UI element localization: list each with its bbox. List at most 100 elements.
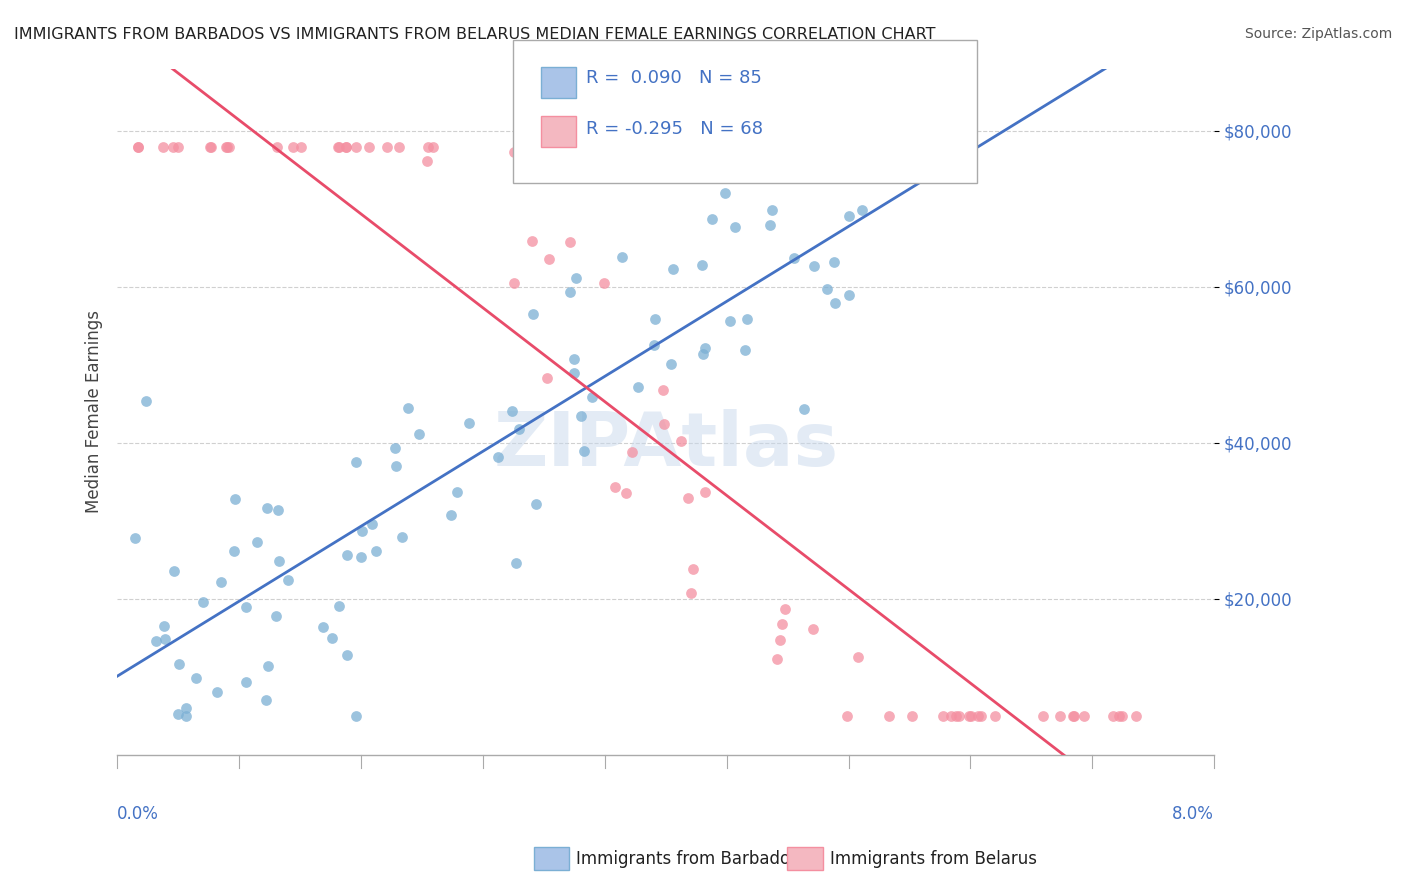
Point (326, 139, 349, 153)
Point (215, 139, 238, 153)
Point (945, 708, 967, 723)
Point (769, 633, 792, 648)
Text: 0.0%: 0.0% (117, 805, 159, 823)
Point (416, 153, 439, 168)
Point (718, 314, 741, 328)
Point (1108, 708, 1130, 723)
Point (759, 218, 782, 232)
Text: 8.0%: 8.0% (1173, 805, 1215, 823)
Text: R =  0.090   N = 85: R = 0.090 N = 85 (586, 70, 762, 87)
Point (290, 139, 312, 153)
Point (537, 252, 560, 267)
Point (224, 491, 246, 506)
Point (626, 380, 648, 394)
Point (524, 497, 547, 511)
Point (734, 343, 756, 357)
Point (457, 416, 479, 430)
Point (766, 652, 789, 666)
Y-axis label: Median Female Earnings: Median Female Earnings (86, 310, 103, 513)
Point (246, 535, 269, 549)
Point (217, 139, 239, 153)
Point (659, 357, 682, 371)
Point (396, 401, 419, 415)
Point (681, 586, 703, 600)
Point (801, 622, 824, 636)
Point (391, 530, 413, 544)
Text: Source: ZipAtlas.com: Source: ZipAtlas.com (1244, 27, 1392, 41)
Point (167, 657, 190, 671)
Point (761, 202, 783, 217)
Point (267, 554, 290, 568)
Point (162, 139, 184, 153)
Point (581, 390, 603, 404)
Point (652, 417, 675, 431)
Point (948, 708, 970, 723)
Point (714, 186, 737, 200)
Point (562, 366, 585, 380)
Point (724, 220, 747, 235)
Point (384, 441, 406, 455)
Point (346, 708, 368, 723)
Point (283, 139, 305, 153)
Point (984, 708, 1007, 723)
Point (418, 139, 440, 153)
Point (163, 564, 186, 578)
Point (662, 262, 685, 277)
Point (153, 619, 176, 633)
Point (335, 139, 357, 153)
Point (193, 595, 215, 609)
Point (152, 139, 174, 153)
Point (502, 145, 524, 160)
Point (693, 341, 716, 355)
Point (803, 259, 825, 273)
Point (690, 258, 713, 272)
Point (360, 516, 382, 531)
Point (256, 658, 278, 673)
Point (198, 139, 221, 153)
Point (266, 139, 288, 153)
Point (328, 599, 350, 613)
Point (562, 352, 585, 367)
Point (558, 235, 581, 249)
Point (1125, 708, 1147, 723)
Point (960, 708, 983, 723)
Point (565, 271, 588, 285)
Point (167, 706, 190, 721)
Text: IMMIGRANTS FROM BARBADOS VS IMMIGRANTS FROM BELARUS MEDIAN FEMALE EARNINGS CORRE: IMMIGRANTS FROM BARBADOS VS IMMIGRANTS F… (14, 27, 935, 42)
Point (970, 708, 993, 723)
Point (209, 574, 232, 589)
Point (1063, 708, 1085, 723)
Point (127, 139, 149, 153)
Point (522, 307, 544, 321)
Point (682, 562, 704, 576)
Point (277, 573, 299, 587)
Point (939, 708, 962, 723)
Point (793, 402, 815, 417)
Point (610, 250, 633, 264)
Point (1063, 708, 1085, 723)
Point (652, 383, 675, 397)
Point (815, 282, 838, 296)
Point (135, 394, 157, 409)
Point (267, 502, 290, 516)
Point (359, 139, 381, 153)
Point (603, 480, 626, 494)
Point (503, 276, 526, 290)
Point (669, 434, 692, 449)
Point (702, 212, 724, 227)
Point (932, 708, 955, 723)
Point (835, 120, 858, 134)
Point (501, 403, 523, 417)
Point (1102, 708, 1125, 723)
Point (200, 139, 222, 153)
Point (422, 139, 444, 153)
Point (335, 139, 357, 153)
Point (155, 632, 177, 646)
Point (440, 508, 463, 522)
Point (350, 550, 373, 565)
Point (127, 139, 149, 153)
Point (536, 371, 558, 385)
Point (408, 426, 430, 441)
Point (364, 543, 387, 558)
Point (593, 276, 616, 290)
